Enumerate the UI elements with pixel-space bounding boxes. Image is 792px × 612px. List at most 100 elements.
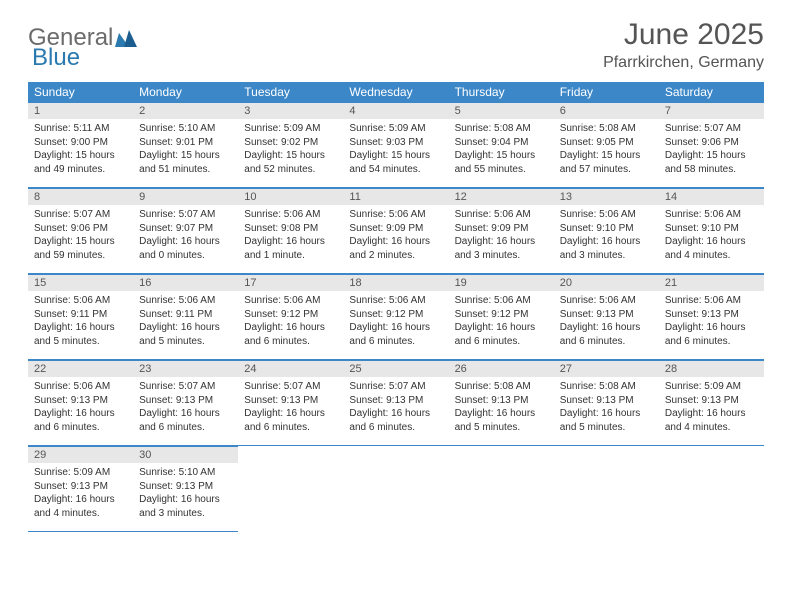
title-block: June 2025 Pfarrkirchen, Germany	[603, 18, 764, 72]
day-details: Sunrise: 5:09 AMSunset: 9:02 PMDaylight:…	[238, 119, 343, 187]
day-number: 12	[449, 188, 554, 205]
day-number: 19	[449, 274, 554, 291]
calendar-day-cell: 12Sunrise: 5:06 AMSunset: 9:09 PMDayligh…	[449, 188, 554, 274]
calendar-day-cell: 14Sunrise: 5:06 AMSunset: 9:10 PMDayligh…	[659, 188, 764, 274]
calendar-day-cell: 21Sunrise: 5:06 AMSunset: 9:13 PMDayligh…	[659, 274, 764, 360]
day-number: 8	[28, 188, 133, 205]
day-details: Sunrise: 5:10 AMSunset: 9:13 PMDaylight:…	[133, 463, 238, 531]
day-details: Sunrise: 5:06 AMSunset: 9:09 PMDaylight:…	[449, 205, 554, 273]
day-number: 11	[343, 188, 448, 205]
day-details: Sunrise: 5:06 AMSunset: 9:11 PMDaylight:…	[28, 291, 133, 359]
day-number: 28	[659, 360, 764, 377]
day-header: Friday	[554, 82, 659, 102]
day-number: 25	[343, 360, 448, 377]
header: General June 2025 Pfarrkirchen, Germany	[28, 18, 764, 72]
day-details: Sunrise: 5:07 AMSunset: 9:13 PMDaylight:…	[238, 377, 343, 445]
calendar-day-cell: 19Sunrise: 5:06 AMSunset: 9:12 PMDayligh…	[449, 274, 554, 360]
calendar-day-cell: 18Sunrise: 5:06 AMSunset: 9:12 PMDayligh…	[343, 274, 448, 360]
day-number: 13	[554, 188, 659, 205]
calendar-day-cell: 28Sunrise: 5:09 AMSunset: 9:13 PMDayligh…	[659, 360, 764, 446]
logo-triangle-icon	[115, 29, 137, 47]
day-details: Sunrise: 5:06 AMSunset: 9:10 PMDaylight:…	[659, 205, 764, 273]
day-details: Sunrise: 5:09 AMSunset: 9:13 PMDaylight:…	[659, 377, 764, 445]
day-details: Sunrise: 5:08 AMSunset: 9:13 PMDaylight:…	[449, 377, 554, 445]
day-number: 10	[238, 188, 343, 205]
calendar-day-cell: 27Sunrise: 5:08 AMSunset: 9:13 PMDayligh…	[554, 360, 659, 446]
day-header: Sunday	[28, 82, 133, 102]
day-number: 30	[133, 446, 238, 463]
calendar-day-cell: 11Sunrise: 5:06 AMSunset: 9:09 PMDayligh…	[343, 188, 448, 274]
calendar-day-cell: 2Sunrise: 5:10 AMSunset: 9:01 PMDaylight…	[133, 102, 238, 188]
day-details: Sunrise: 5:08 AMSunset: 9:13 PMDaylight:…	[554, 377, 659, 445]
day-details: Sunrise: 5:06 AMSunset: 9:12 PMDaylight:…	[449, 291, 554, 359]
day-header: Thursday	[449, 82, 554, 102]
day-details: Sunrise: 5:07 AMSunset: 9:13 PMDaylight:…	[133, 377, 238, 445]
day-number: 2	[133, 102, 238, 119]
calendar-day-cell: 20Sunrise: 5:06 AMSunset: 9:13 PMDayligh…	[554, 274, 659, 360]
day-number: 3	[238, 102, 343, 119]
calendar-day-cell	[449, 446, 554, 532]
day-details: Sunrise: 5:06 AMSunset: 9:13 PMDaylight:…	[554, 291, 659, 359]
calendar-body: 1Sunrise: 5:11 AMSunset: 9:00 PMDaylight…	[28, 102, 764, 532]
day-details: Sunrise: 5:10 AMSunset: 9:01 PMDaylight:…	[133, 119, 238, 187]
day-number: 15	[28, 274, 133, 291]
day-details: Sunrise: 5:07 AMSunset: 9:06 PMDaylight:…	[28, 205, 133, 273]
calendar-day-cell: 5Sunrise: 5:08 AMSunset: 9:04 PMDaylight…	[449, 102, 554, 188]
calendar-day-cell: 13Sunrise: 5:06 AMSunset: 9:10 PMDayligh…	[554, 188, 659, 274]
day-details: Sunrise: 5:09 AMSunset: 9:03 PMDaylight:…	[343, 119, 448, 187]
day-details: Sunrise: 5:06 AMSunset: 9:10 PMDaylight:…	[554, 205, 659, 273]
day-details: Sunrise: 5:06 AMSunset: 9:13 PMDaylight:…	[28, 377, 133, 445]
day-details: Sunrise: 5:06 AMSunset: 9:08 PMDaylight:…	[238, 205, 343, 273]
day-header: Monday	[133, 82, 238, 102]
calendar-week-row: 8Sunrise: 5:07 AMSunset: 9:06 PMDaylight…	[28, 188, 764, 274]
day-header: Wednesday	[343, 82, 448, 102]
calendar-day-cell: 30Sunrise: 5:10 AMSunset: 9:13 PMDayligh…	[133, 446, 238, 532]
day-number: 7	[659, 102, 764, 119]
day-details: Sunrise: 5:06 AMSunset: 9:09 PMDaylight:…	[343, 205, 448, 273]
calendar-day-cell: 15Sunrise: 5:06 AMSunset: 9:11 PMDayligh…	[28, 274, 133, 360]
day-header-row: Sunday Monday Tuesday Wednesday Thursday…	[28, 82, 764, 102]
day-number: 6	[554, 102, 659, 119]
day-header: Saturday	[659, 82, 764, 102]
day-details: Sunrise: 5:07 AMSunset: 9:06 PMDaylight:…	[659, 119, 764, 187]
day-number: 4	[343, 102, 448, 119]
day-details: Sunrise: 5:07 AMSunset: 9:13 PMDaylight:…	[343, 377, 448, 445]
day-number: 23	[133, 360, 238, 377]
day-number: 22	[28, 360, 133, 377]
day-number: 24	[238, 360, 343, 377]
calendar-day-cell	[238, 446, 343, 532]
day-number: 29	[28, 446, 133, 463]
calendar-day-cell: 17Sunrise: 5:06 AMSunset: 9:12 PMDayligh…	[238, 274, 343, 360]
day-details: Sunrise: 5:08 AMSunset: 9:05 PMDaylight:…	[554, 119, 659, 187]
day-number: 9	[133, 188, 238, 205]
calendar-day-cell: 25Sunrise: 5:07 AMSunset: 9:13 PMDayligh…	[343, 360, 448, 446]
calendar-page: General June 2025 Pfarrkirchen, Germany …	[0, 0, 792, 550]
location: Pfarrkirchen, Germany	[603, 54, 764, 72]
calendar-day-cell: 9Sunrise: 5:07 AMSunset: 9:07 PMDaylight…	[133, 188, 238, 274]
calendar-week-row: 15Sunrise: 5:06 AMSunset: 9:11 PMDayligh…	[28, 274, 764, 360]
day-header: Tuesday	[238, 82, 343, 102]
calendar-day-cell: 7Sunrise: 5:07 AMSunset: 9:06 PMDaylight…	[659, 102, 764, 188]
calendar-day-cell: 3Sunrise: 5:09 AMSunset: 9:02 PMDaylight…	[238, 102, 343, 188]
calendar-day-cell: 29Sunrise: 5:09 AMSunset: 9:13 PMDayligh…	[28, 446, 133, 532]
day-number: 18	[343, 274, 448, 291]
day-number: 26	[449, 360, 554, 377]
calendar-day-cell: 1Sunrise: 5:11 AMSunset: 9:00 PMDaylight…	[28, 102, 133, 188]
day-number: 17	[238, 274, 343, 291]
day-number: 20	[554, 274, 659, 291]
calendar-day-cell: 26Sunrise: 5:08 AMSunset: 9:13 PMDayligh…	[449, 360, 554, 446]
day-details: Sunrise: 5:08 AMSunset: 9:04 PMDaylight:…	[449, 119, 554, 187]
calendar-week-row: 22Sunrise: 5:06 AMSunset: 9:13 PMDayligh…	[28, 360, 764, 446]
calendar-day-cell: 24Sunrise: 5:07 AMSunset: 9:13 PMDayligh…	[238, 360, 343, 446]
calendar-day-cell	[554, 446, 659, 532]
calendar-day-cell: 8Sunrise: 5:07 AMSunset: 9:06 PMDaylight…	[28, 188, 133, 274]
day-number: 21	[659, 274, 764, 291]
calendar-day-cell	[343, 446, 448, 532]
day-number: 1	[28, 102, 133, 119]
calendar-week-row: 29Sunrise: 5:09 AMSunset: 9:13 PMDayligh…	[28, 446, 764, 532]
day-details: Sunrise: 5:06 AMSunset: 9:12 PMDaylight:…	[343, 291, 448, 359]
day-details: Sunrise: 5:11 AMSunset: 9:00 PMDaylight:…	[28, 119, 133, 187]
day-number: 5	[449, 102, 554, 119]
day-details: Sunrise: 5:07 AMSunset: 9:07 PMDaylight:…	[133, 205, 238, 273]
calendar-day-cell	[659, 446, 764, 532]
